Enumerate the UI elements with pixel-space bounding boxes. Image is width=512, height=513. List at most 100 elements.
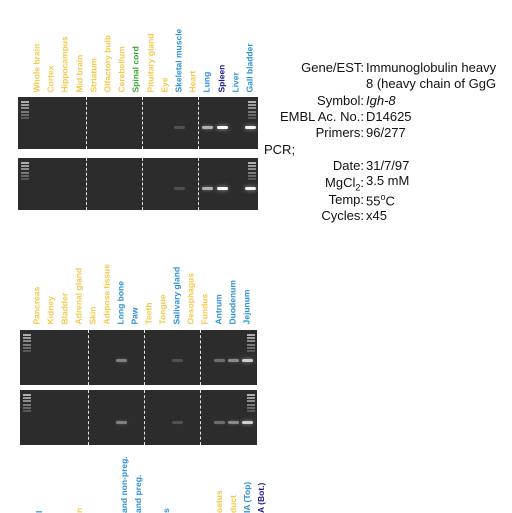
lane-divider — [88, 390, 89, 445]
ladder-band — [21, 162, 29, 164]
ladder-band — [23, 403, 31, 406]
gene-value-line1: Immunoglobulin heavy — [366, 60, 497, 75]
ladder-band — [247, 350, 255, 352]
ladder-band — [248, 110, 256, 113]
ladder-band — [21, 113, 29, 116]
gel-bottom-lower — [20, 390, 257, 445]
gel-bottom-upper — [20, 330, 257, 385]
ladder-band — [247, 394, 255, 396]
ladder-band — [23, 340, 31, 343]
ladder-band — [23, 350, 31, 352]
ladder-band — [248, 107, 256, 110]
ladder-band — [248, 101, 256, 103]
ladder-band — [248, 117, 256, 119]
date-value: 31/7/97 — [366, 158, 410, 173]
ladder-band — [247, 340, 255, 343]
pcr-band — [172, 359, 183, 362]
ladder-band — [248, 165, 256, 168]
pcr-band — [242, 359, 253, 362]
ladder-band — [21, 174, 29, 177]
ladder-band — [21, 165, 29, 168]
ladder-band — [247, 334, 255, 336]
gel-top-upper — [18, 97, 258, 149]
ladder-band — [23, 337, 31, 340]
lane-divider — [144, 330, 145, 385]
ladder-band — [21, 101, 29, 103]
lane-divider — [88, 330, 89, 385]
pcr-band — [242, 421, 253, 424]
ladder-band — [247, 410, 255, 412]
primers-key: Primers: — [315, 125, 364, 140]
pcr-band — [214, 359, 225, 362]
temp-key: Temp: — [328, 192, 364, 207]
primers-value: 96/277 — [366, 125, 406, 140]
pcr-band — [216, 187, 228, 190]
ladder-band — [248, 168, 256, 171]
ladder-band — [21, 171, 29, 174]
ladder-band — [248, 162, 256, 164]
pcr-key: PCR; — [264, 142, 296, 157]
pcr-band — [245, 126, 256, 129]
ladder-band — [247, 406, 255, 409]
ladder-band — [23, 343, 31, 346]
ladder-band — [23, 397, 31, 400]
ladder-band — [23, 406, 31, 409]
ladder-band — [247, 397, 255, 400]
lane-divider — [198, 97, 199, 149]
lane-divider — [200, 330, 201, 385]
ladder-band — [247, 400, 255, 403]
pcr-band — [172, 421, 183, 424]
lane-divider — [142, 97, 143, 149]
ladder-band — [21, 168, 29, 171]
gene-value-line2: 8 (heavy chain of GgG — [366, 76, 497, 91]
lane-divider — [144, 390, 145, 445]
pcr-band — [174, 126, 185, 129]
ladder-band — [21, 178, 29, 180]
temp-value: 55oC — [366, 192, 395, 209]
ladder-band — [247, 343, 255, 346]
ladder-band — [21, 107, 29, 110]
lane-divider — [86, 158, 87, 210]
cycles-key: Cycles: — [321, 208, 364, 223]
pcr-band — [202, 126, 214, 129]
ladder-band — [248, 178, 256, 180]
pcr-band — [174, 187, 185, 190]
ladder-band — [23, 334, 31, 336]
pcr-band — [228, 421, 239, 424]
symbol-key: Symbol: — [317, 93, 364, 108]
date-key: Date: — [332, 158, 364, 173]
gene-key: Gene/EST: — [301, 60, 364, 75]
pcr-band — [116, 421, 127, 424]
pcr-band — [116, 359, 127, 362]
mgcl-key: MgCl2: — [325, 175, 364, 193]
ladder-band — [248, 174, 256, 177]
pcr-band — [245, 187, 256, 190]
lane-divider — [86, 97, 87, 149]
embl-key: EMBL Ac. No.: — [279, 109, 364, 124]
cycles-value: x45 — [366, 208, 387, 223]
mgcl-value: 3.5 mM — [366, 173, 410, 188]
pcr-band — [228, 359, 239, 362]
ladder-band — [247, 403, 255, 406]
ladder-band — [23, 346, 31, 349]
ladder-band — [248, 113, 256, 116]
pcr-band — [202, 187, 214, 190]
symbol-value: Igh-8 — [366, 93, 396, 108]
embl-value: D14625 — [366, 109, 412, 124]
pcr-band — [216, 126, 228, 129]
ladder-band — [23, 400, 31, 403]
lane-divider — [142, 158, 143, 210]
ladder-band — [23, 410, 31, 412]
gel-top-lower — [18, 158, 258, 210]
ladder-band — [21, 110, 29, 113]
ladder-band — [248, 104, 256, 107]
ladder-band — [23, 394, 31, 396]
lane-divider — [198, 158, 199, 210]
ladder-band — [248, 171, 256, 174]
lane-divider — [200, 390, 201, 445]
ladder-band — [247, 337, 255, 340]
pcr-band — [214, 421, 225, 424]
ladder-band — [21, 117, 29, 119]
ladder-band — [21, 104, 29, 107]
